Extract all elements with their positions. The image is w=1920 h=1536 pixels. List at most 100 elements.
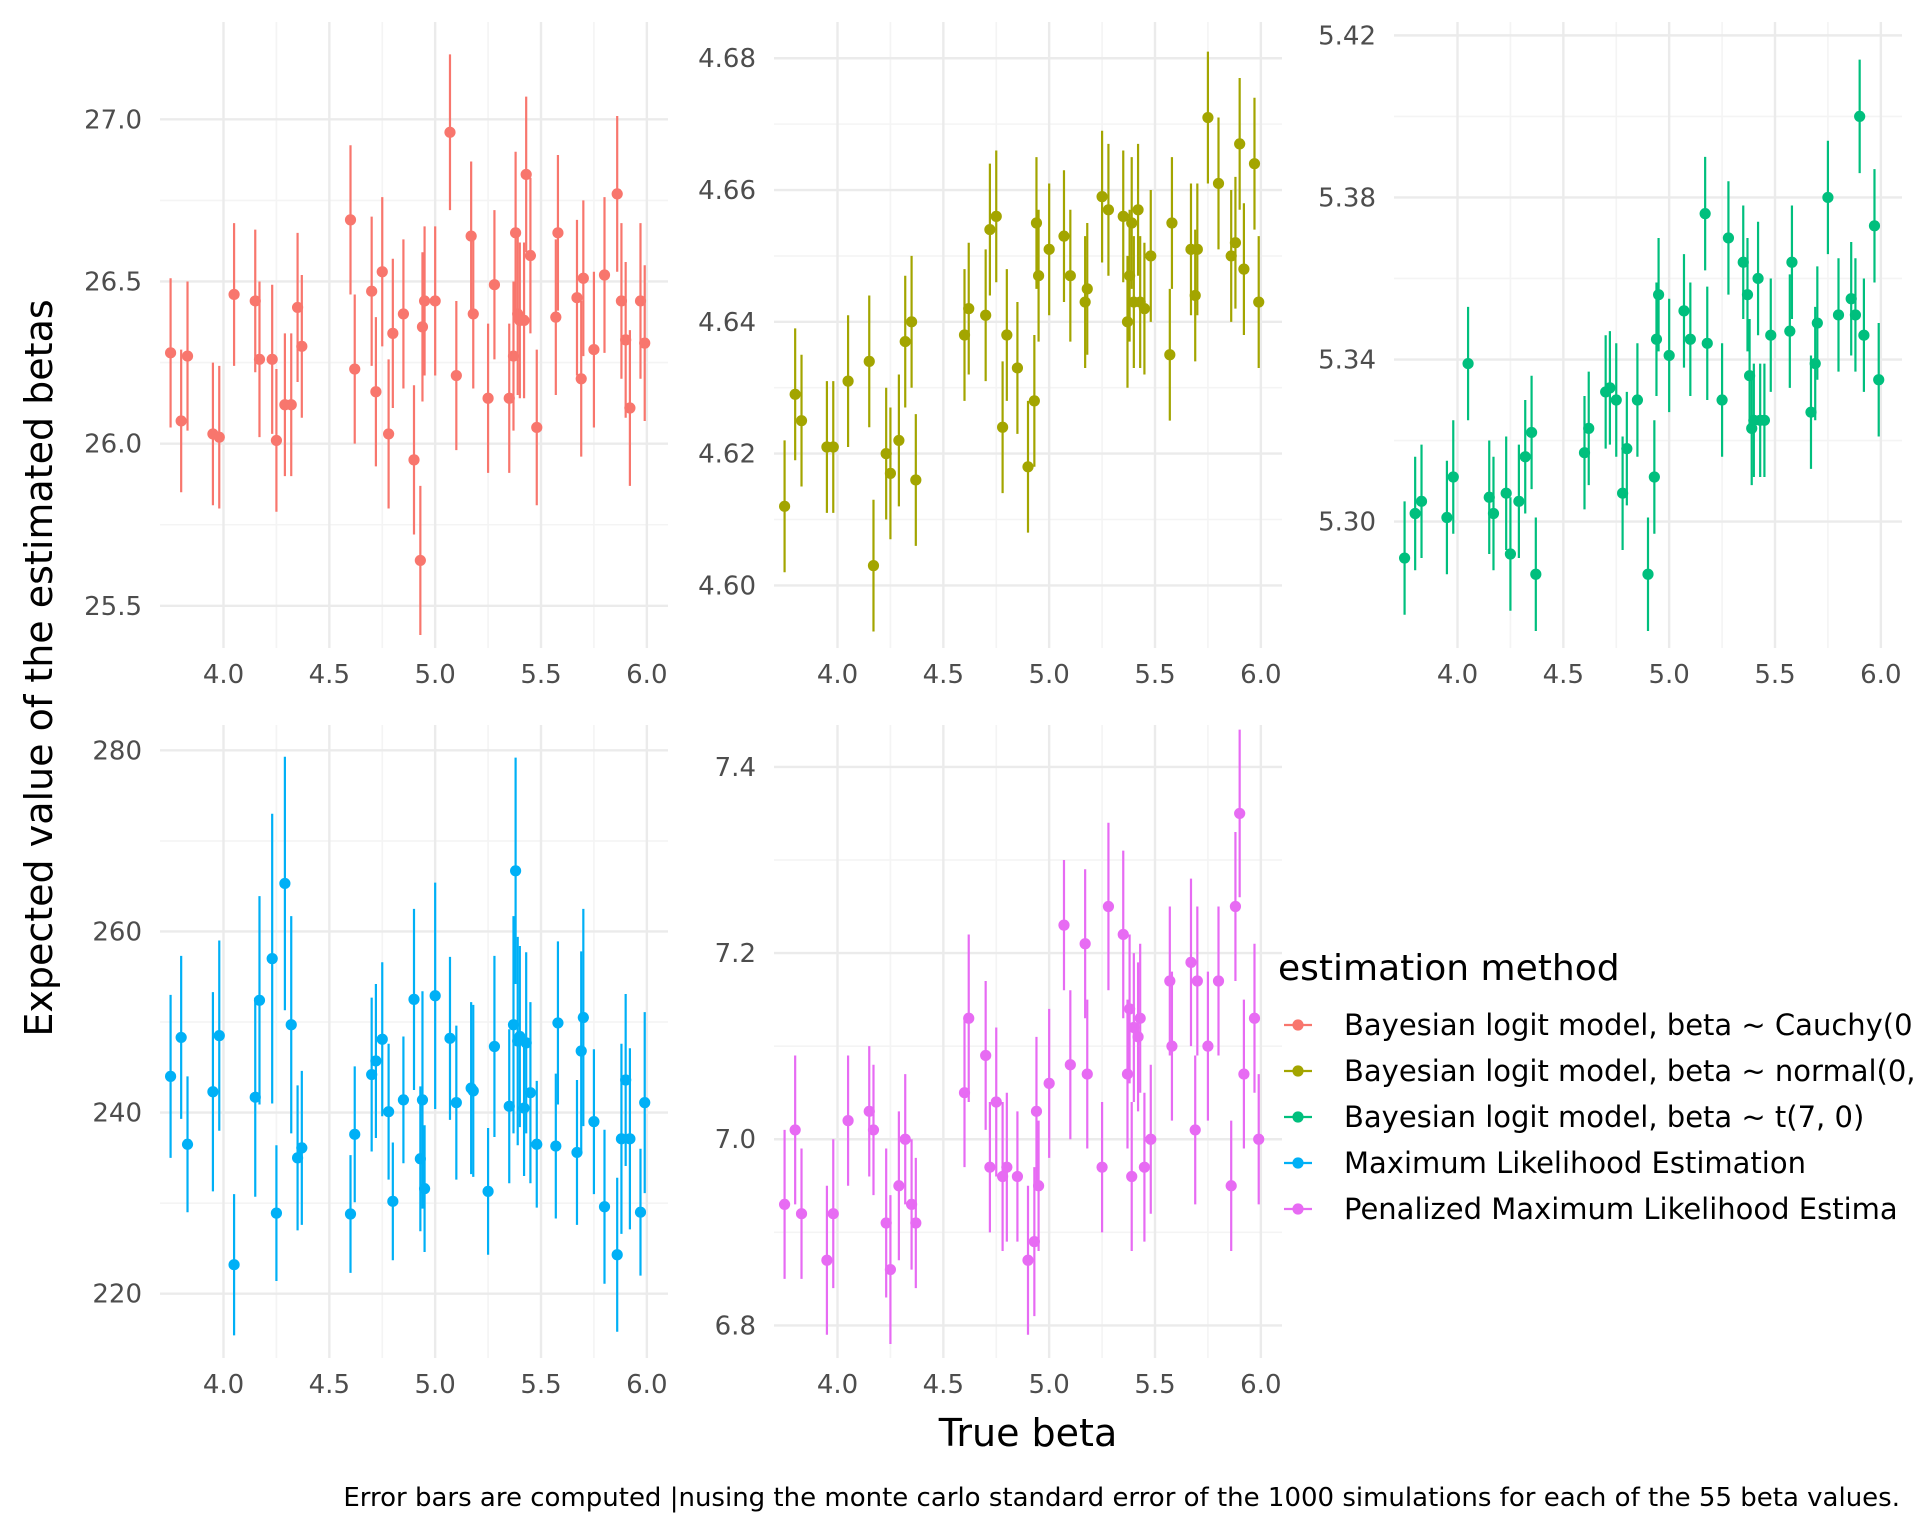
panel-normal: 4.0 4.5 5.0 5.5 6.0 4.60 4.62 4.64 4.66 4.68 [698,22,1282,690]
data-point [482,1185,494,1197]
x-tick-label: 4.0 [203,1370,244,1400]
data-point [571,1146,583,1159]
x-tick-label: 5.0 [1028,1370,1069,1400]
data-point [1253,1133,1265,1145]
data-point [984,1161,996,1173]
data-point [1849,309,1862,321]
data-point [1238,1068,1250,1080]
data-point [1064,270,1076,282]
data-point [789,1124,801,1136]
x-tick-label: 5.5 [520,660,561,690]
data-point [1868,220,1881,232]
data-point [867,560,880,572]
data-point [863,1105,875,1117]
data-point [1202,111,1214,124]
data-point [958,329,971,341]
data-point [990,1096,1002,1108]
data-point [1189,1124,1201,1136]
data-point [1126,217,1138,229]
legend-item-mle: Maximum Likelihood Estimation [1284,1146,1806,1180]
data-point [588,343,600,356]
x-tick-label: 4.0 [817,1370,858,1400]
data-point [1758,414,1771,426]
x-tick-label: 6.0 [1240,660,1281,690]
caption: Error bars are computed |nusing the mont… [343,1483,1900,1513]
legend-item-pmle: Penalized Maximum Likelihood Estima [1284,1192,1898,1226]
y-tick-label: 4.66 [698,176,756,206]
x-tick-label: 6.0 [626,1370,667,1400]
data-point [213,431,225,443]
data-point [1001,1161,1013,1173]
legend-label: Maximum Likelihood Estimation [1344,1146,1806,1180]
data-point [577,272,589,284]
data-point [1117,928,1129,941]
data-point [1530,568,1542,580]
data-point [444,1032,456,1044]
data-point [1225,1180,1237,1192]
data-point [795,1208,808,1220]
data-point [285,1019,297,1031]
data-point [1001,329,1013,341]
data-point [1822,191,1834,204]
data-point [1441,511,1453,524]
x-tick-label: 4.5 [309,660,350,690]
data-point [963,1012,975,1024]
data-point [418,1183,431,1195]
data-point [488,279,501,291]
x-tick-label: 4.5 [309,1370,350,1400]
data-point [1234,807,1246,820]
data-point [296,340,308,352]
y-tick-label: 220 [92,1280,142,1310]
data-point [863,355,875,367]
data-point [416,321,429,333]
data-point [1462,357,1474,370]
x-tick-label: 6.0 [626,660,667,690]
panel-mle: 4.0 4.5 5.0 5.5 6.0 220 240 260 280 [92,725,668,1400]
data-point [1784,325,1796,337]
data-point [1134,1012,1146,1024]
data-point [1022,461,1034,473]
data-point [520,168,532,181]
data-point [1132,204,1144,216]
data-point [266,953,278,965]
data-point [1121,1068,1134,1080]
data-point [531,1138,543,1150]
data-point [520,1037,532,1049]
data-point [349,363,361,375]
data-point [1229,237,1242,249]
data-point [397,308,410,320]
data-point [408,993,420,1005]
data-point [795,415,808,427]
data-point [465,230,477,242]
data-point [1102,204,1115,216]
data-point [893,1180,905,1192]
data-point [1138,1161,1151,1173]
data-point [1132,1031,1144,1043]
data-point [1064,1059,1076,1071]
data-point [1081,1068,1093,1080]
data-point [867,1124,880,1136]
data-point [880,1217,892,1229]
data-point [552,1017,564,1029]
data-point [1124,1003,1136,1015]
data-point [509,865,522,877]
data-point [1504,548,1517,560]
data-point [291,301,304,314]
x-tick-label: 4.0 [203,660,244,690]
data-point [207,1086,219,1098]
data-point [249,295,261,307]
data-point [1248,1012,1261,1024]
data-point [266,353,278,365]
data-point [414,554,426,567]
data-point [1642,568,1654,580]
data-point [518,314,530,327]
data-point [1805,406,1817,418]
legend-key-point [1292,1157,1304,1169]
data-point [550,311,562,323]
data-point [181,1138,194,1150]
y-tick-label: 7.0 [715,1125,756,1155]
data-point [620,334,632,346]
y-tick-label: 6.8 [715,1311,756,1341]
y-tick-label: 7.2 [715,939,756,969]
